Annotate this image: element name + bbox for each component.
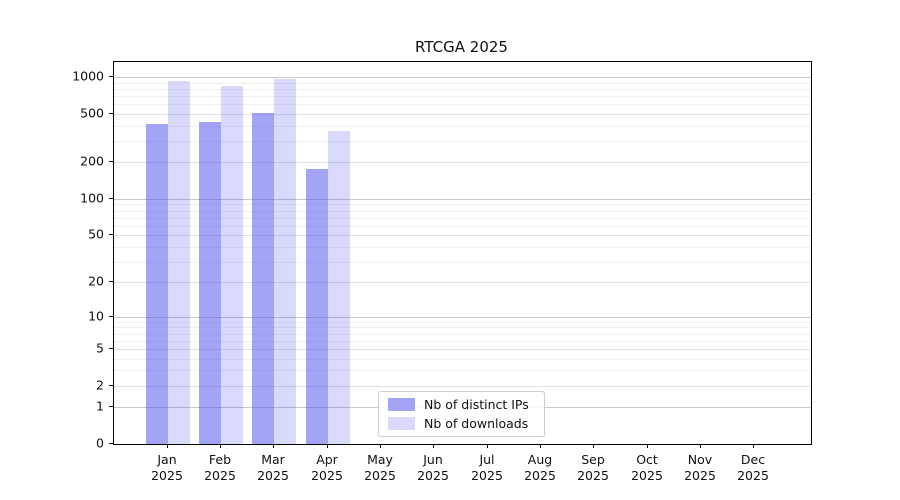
x-tick-label-aug: Aug 2025 [524, 452, 556, 483]
y-gridline [114, 162, 811, 163]
y-tick-label: 5 [96, 340, 104, 356]
y-gridline [114, 77, 811, 78]
y-tick [109, 113, 113, 114]
legend-item-downloads: Nb of downloads [388, 416, 544, 431]
y-tick [109, 234, 113, 235]
y-gridline [114, 141, 811, 142]
y-gridline [114, 386, 811, 387]
y-gridline [114, 199, 811, 200]
bar-nb-of-downloads-mar [274, 79, 296, 444]
x-tick [593, 444, 594, 448]
legend: Nb of distinct IPs Nb of downloads [378, 391, 545, 437]
bar-nb-of-downloads-jan [168, 81, 190, 444]
y-tick-label: 100 [80, 190, 104, 206]
x-tick-label-jun: Jun 2025 [417, 452, 449, 483]
plot-area [113, 61, 812, 445]
x-tick [540, 444, 541, 448]
bar-nb-of-downloads-apr [328, 131, 350, 444]
legend-swatch-distinct-ips [388, 398, 415, 411]
legend-item-distinct-ips: Nb of distinct IPs [388, 397, 544, 412]
y-gridline [114, 114, 811, 115]
bar-nb-of-distinct-ips-apr [306, 169, 328, 444]
y-tick [109, 76, 113, 77]
y-tick [109, 198, 113, 199]
x-tick [327, 444, 328, 448]
y-gridline [114, 322, 811, 323]
y-gridline [114, 83, 811, 84]
y-tick [109, 406, 113, 407]
x-tick [487, 444, 488, 448]
x-tick [220, 444, 221, 448]
x-tick-label-may: May 2025 [364, 452, 396, 483]
x-tick-label-jul: Jul 2025 [471, 452, 503, 483]
y-gridline [114, 96, 811, 97]
x-tick [273, 444, 274, 448]
y-tick [109, 161, 113, 162]
x-tick [700, 444, 701, 448]
y-gridline [114, 204, 811, 205]
x-tick-label-sep: Sep 2025 [577, 452, 609, 483]
chart-title: RTCGA 2025 [415, 38, 508, 56]
x-tick-label-feb: Feb 2025 [204, 452, 236, 483]
y-tick-label: 200 [80, 153, 104, 169]
bar-nb-of-distinct-ips-jan [146, 124, 168, 444]
legend-label-downloads: Nb of downloads [424, 416, 529, 431]
y-tick [109, 281, 113, 282]
bar-nb-of-downloads-feb [221, 86, 243, 444]
legend-label-distinct-ips: Nb of distinct IPs [424, 397, 529, 412]
y-tick-label: 1 [96, 398, 104, 414]
x-tick [433, 444, 434, 448]
y-gridline [114, 235, 811, 236]
x-tick [647, 444, 648, 448]
y-tick [109, 316, 113, 317]
y-gridline [114, 226, 811, 227]
y-tick-label: 20 [88, 273, 104, 289]
y-gridline [114, 262, 811, 263]
y-gridline [114, 370, 811, 371]
bar-nb-of-distinct-ips-mar [252, 113, 274, 444]
y-tick-label: 0 [96, 435, 104, 451]
y-tick-label: 1000 [72, 68, 104, 84]
y-tick-label: 10 [88, 308, 104, 324]
x-tick [380, 444, 381, 448]
y-gridline [114, 218, 811, 219]
x-tick-label-jan: Jan 2025 [151, 452, 183, 483]
y-gridline [114, 334, 811, 335]
y-gridline [114, 317, 811, 318]
y-gridline [114, 89, 811, 90]
legend-swatch-downloads [388, 417, 415, 430]
x-tick [167, 444, 168, 448]
x-tick-label-mar: Mar 2025 [257, 452, 289, 483]
x-tick-label-oct: Oct 2025 [631, 452, 663, 483]
y-gridline [114, 282, 811, 283]
y-tick [109, 443, 113, 444]
y-tick-label: 2 [96, 377, 104, 393]
x-tick [753, 444, 754, 448]
y-gridline [114, 211, 811, 212]
y-tick [109, 385, 113, 386]
y-tick [109, 348, 113, 349]
y-gridline [114, 349, 811, 350]
y-gridline [114, 126, 811, 127]
y-tick-label: 500 [80, 105, 104, 121]
y-gridline [114, 104, 811, 105]
x-tick-label-apr: Apr 2025 [311, 452, 343, 483]
bar-nb-of-distinct-ips-feb [199, 122, 221, 444]
y-gridline [114, 247, 811, 248]
x-tick-label-nov: Nov 2025 [684, 452, 716, 483]
y-gridline [114, 327, 811, 328]
y-tick-label: 50 [88, 226, 104, 242]
y-gridline [114, 341, 811, 342]
y-gridline [114, 359, 811, 360]
x-tick-label-dec: Dec 2025 [737, 452, 769, 483]
